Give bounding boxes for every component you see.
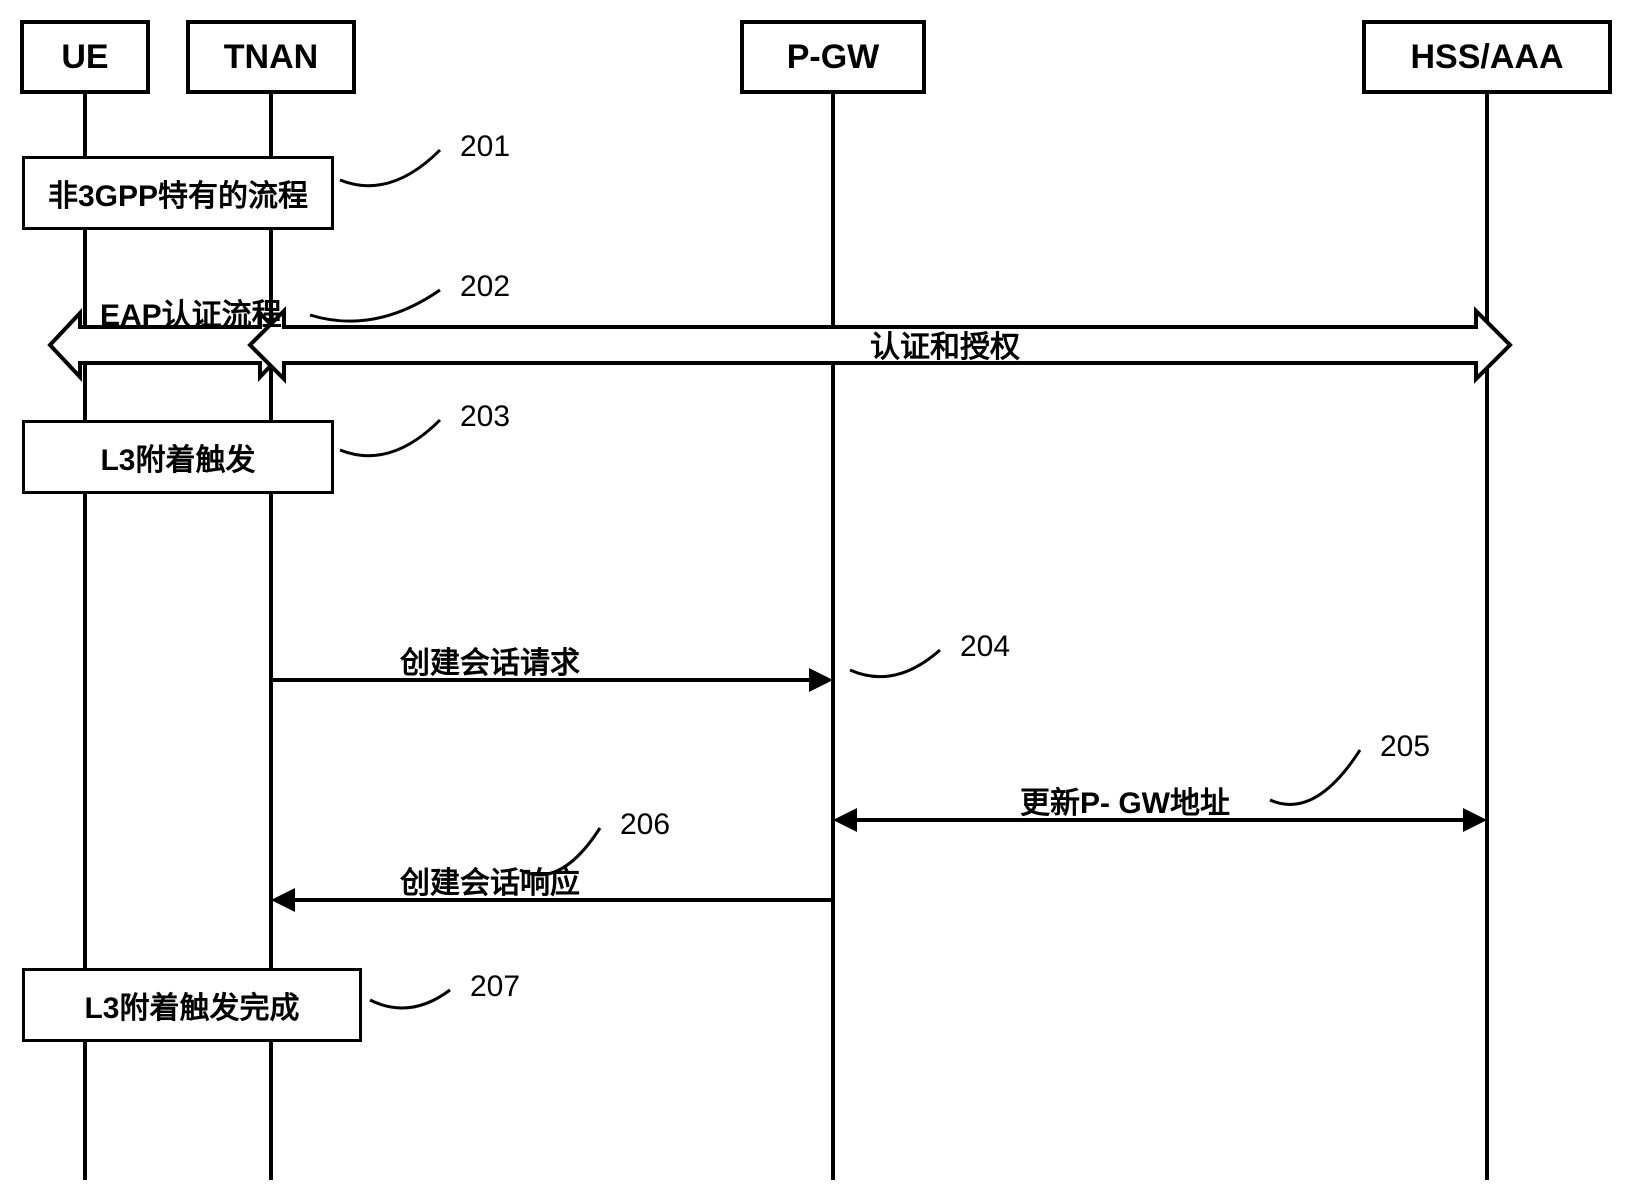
participant-tnan: TNAN	[186, 20, 356, 94]
label-create-session-req: 创建会话请求	[400, 638, 580, 682]
label-auth-authz: 认证和授权	[870, 322, 1020, 366]
callout-204: 204	[960, 630, 1010, 664]
step-label: 非3GPP特有的流程	[48, 171, 308, 215]
participant-hss: HSS/AAA	[1362, 20, 1612, 94]
label-create-session-resp: 创建会话响应	[400, 858, 580, 902]
participant-ue: UE	[20, 20, 150, 94]
lifeline-pgw	[831, 94, 835, 1180]
callout-201: 201	[460, 130, 510, 164]
participant-label: TNAN	[224, 38, 318, 77]
step-box-l3-attach-done: L3附着触发完成	[22, 968, 362, 1042]
step-box-l3-attach-trigger: L3附着触发	[22, 420, 334, 494]
callout-203: 203	[460, 400, 510, 434]
step-box-non3gpp: 非3GPP特有的流程	[22, 156, 334, 230]
label-eap: EAP认证流程	[100, 290, 282, 334]
callout-205: 205	[1380, 730, 1430, 764]
participant-pgw: P-GW	[740, 20, 926, 94]
participant-label: UE	[61, 38, 108, 77]
lifeline-hss	[1485, 94, 1489, 1180]
callout-207: 207	[470, 970, 520, 1004]
step-label: L3附着触发	[100, 435, 255, 479]
participant-label: P-GW	[787, 38, 880, 77]
sequence-diagram: UE TNAN P-GW HSS/AAA 非3GPP特有的流程 L3附着触发 L…	[0, 0, 1626, 1186]
label-update-pgw-addr: 更新P- GW地址	[1020, 778, 1230, 822]
callout-202: 202	[460, 270, 510, 304]
callout-206: 206	[620, 808, 670, 842]
step-label: L3附着触发完成	[84, 983, 299, 1027]
participant-label: HSS/AAA	[1410, 38, 1563, 77]
